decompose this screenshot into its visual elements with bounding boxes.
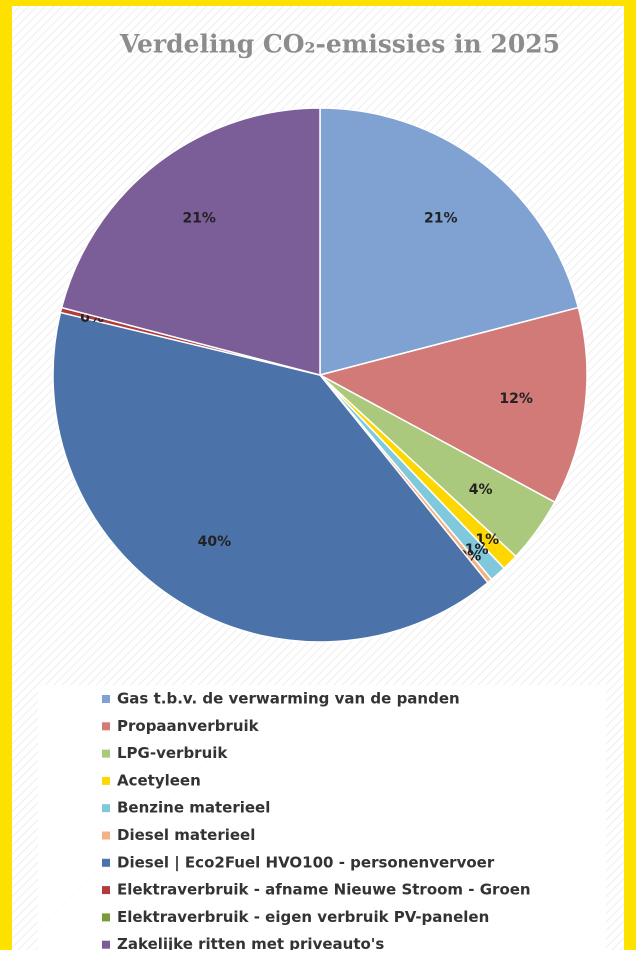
value-label: 40% [198,534,232,550]
legend-label: Gas t.b.v. de verwarming van de panden [117,690,460,708]
pie-slice [60,107,321,376]
legend-marker [102,804,110,813]
legend-label: Elektraverbruik - eigen verbruik PV-pane… [117,908,489,926]
legend-marker [102,886,110,895]
legend-label: LPG-verbruik [117,744,228,762]
legend-label: Propaanverbruik [117,717,260,735]
legend-label: Elektraverbruik - afname Nieuwe Stroom -… [117,881,531,899]
legend-label: Acetyleen [117,771,201,789]
value-label: 12% [499,391,533,407]
legend-marker [102,940,110,949]
pie-slice [319,107,580,376]
legend-label: Zakelijke ritten met priveauto's [117,935,384,950]
legend-label: Diesel materieel [117,826,255,844]
legend-label: Benzine materieel [117,799,270,817]
legend-marker [102,776,110,785]
legend-marker [102,722,110,731]
legend-label: Diesel | Eco2Fuel HVO100 - personenvervo… [117,853,495,872]
legend-marker [102,695,110,703]
value-label: 4% [469,482,493,498]
legend-marker [102,858,110,867]
chart-title: Verdeling CO₂-emissies in 2025 [119,30,560,59]
legend-box [38,685,606,950]
pie-slice [52,311,489,643]
legend-marker [102,913,110,922]
pie-slice [317,306,588,504]
value-label: 21% [182,211,216,227]
legend-marker [102,749,110,758]
legend-marker [102,831,110,840]
value-label: 21% [424,211,458,227]
